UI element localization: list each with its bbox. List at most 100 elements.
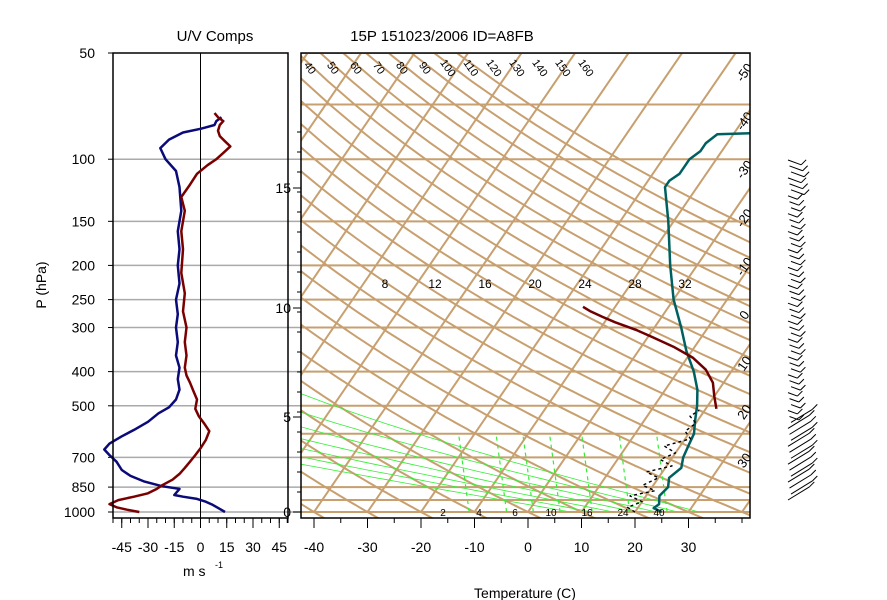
wind-barb-feather <box>800 159 807 166</box>
wind-barb-feather <box>798 378 805 385</box>
wind-barb-shaft <box>787 284 798 290</box>
skewt-xtick-label: 10 <box>574 539 590 555</box>
wind-barb-shaft <box>789 183 803 190</box>
moist-adiabat-label: 12 <box>428 277 442 291</box>
wind-barb-feather <box>802 183 809 190</box>
wind-barb-feather <box>797 372 803 379</box>
isotherm <box>420 53 737 513</box>
skewt-xtick-label: -10 <box>464 539 484 555</box>
uv-ytick-label: 200 <box>72 257 96 273</box>
wind-barb-feather <box>800 384 806 391</box>
wind-barb-feather <box>811 457 818 464</box>
uv-ytick-labels: 50 100 150 200 250 300 400 500 700 850 1000 <box>64 45 95 520</box>
wind-barb-shaft <box>790 480 813 495</box>
isotherm <box>796 53 887 512</box>
wind-barb-feather <box>797 229 803 236</box>
uv-ytick-label: 250 <box>72 292 96 308</box>
dry-adiabat <box>301 244 750 495</box>
wind-barb-feather <box>808 410 815 416</box>
wind-barb-shaft <box>790 278 801 284</box>
moist-adiabat <box>301 393 700 513</box>
mixing-ratio-label: 6 <box>512 508 518 519</box>
wind-barb-shaft <box>790 189 805 196</box>
isotherm <box>0 53 147 512</box>
wind-barb-shaft <box>790 368 801 373</box>
uv-xtick-label: -45 <box>112 539 132 555</box>
isotherm-label: -30 <box>733 157 756 181</box>
wind-barb-shaft <box>789 456 812 471</box>
wind-barb-shaft <box>787 374 798 379</box>
isotherm-label: 30 <box>734 450 755 470</box>
mixing-ratio-label: 4 <box>476 508 482 519</box>
wind-barb-shaft <box>787 213 798 218</box>
dry-adiabat <box>301 194 750 454</box>
wind-barb-feather <box>808 427 815 434</box>
dry-adiabat <box>301 218 750 474</box>
wind-barb-feather <box>810 451 817 458</box>
wind-barb-feather <box>800 205 806 212</box>
isotherm-label: -50 <box>733 60 756 84</box>
mixing-ratio-label: 24 <box>617 508 629 519</box>
wind-barb-feather <box>800 331 806 337</box>
wind-barb-feather <box>797 319 803 325</box>
mixing-ratio-line <box>457 433 470 513</box>
u-component-line <box>103 116 226 514</box>
skewt-xtick-label: 30 <box>681 539 697 555</box>
uv-xticks: -45 -30 -15 0 15 30 45 <box>112 518 289 555</box>
isotherm <box>313 53 630 513</box>
wind-barb-feather <box>800 259 806 266</box>
wind-barb-feather <box>803 171 810 178</box>
wind-barbs <box>787 159 818 501</box>
isotherm <box>634 342 750 513</box>
mixing-ratio-line <box>495 433 508 513</box>
wind-barb-shaft <box>789 219 800 224</box>
wind-barb-feather <box>797 193 803 200</box>
wind-barb-shaft <box>790 243 801 248</box>
uv-ytick-label: 300 <box>72 320 96 336</box>
moist-adiabat <box>301 456 593 513</box>
dry-adiabat-label: 70 <box>370 60 387 77</box>
wind-barb-feather <box>798 253 805 260</box>
uv-xtick-label: -15 <box>164 539 184 555</box>
moist-adiabat <box>301 448 614 513</box>
moist-adiabat <box>301 426 657 513</box>
wind-barb-feather <box>800 402 806 409</box>
wind-barb-feather <box>800 277 806 284</box>
uv-ytick-label: 1000 <box>64 504 95 520</box>
uv-xtick-label: 45 <box>271 539 287 555</box>
isotherm <box>301 53 469 299</box>
wind-barb-feather <box>810 415 817 422</box>
dry-adiabat <box>301 439 435 518</box>
dry-adiabat-label: 90 <box>416 60 433 77</box>
wind-barb-feather <box>800 348 806 355</box>
skewt-height-axis: 0 5 10 15 <box>275 131 301 520</box>
moist-adiabat-label: 24 <box>578 277 592 291</box>
dry-adiabat <box>319 53 750 325</box>
wind-barb-shaft <box>787 177 802 184</box>
wind-barb-feather <box>811 475 818 482</box>
isotherm <box>301 53 523 377</box>
isotherm <box>527 186 750 513</box>
wind-barb-shaft <box>787 231 798 236</box>
wind-barb-shaft <box>789 201 800 206</box>
mixing-ratio-line <box>548 433 561 513</box>
dry-adiabat <box>342 53 750 308</box>
wind-barb-feather <box>798 235 805 242</box>
wind-barb-feather <box>798 342 805 349</box>
wind-barb-shaft <box>789 438 812 453</box>
isotherm-label: 20 <box>734 402 755 422</box>
wind-barb-feather <box>798 360 805 367</box>
dry-adiabat-label: 40 <box>301 60 318 77</box>
isotherm <box>580 264 750 513</box>
wind-barb-shaft <box>790 332 801 337</box>
moist-adiabat-label: 20 <box>528 277 542 291</box>
uv-ytick-label: 850 <box>72 479 96 495</box>
dewpoint-profile <box>626 409 700 513</box>
skewt-moist-lines <box>301 393 700 513</box>
wind-barb-feather <box>797 390 803 397</box>
dry-adiabat <box>301 351 597 518</box>
wind-barb-shaft <box>789 398 800 403</box>
wind-barb-shaft <box>790 171 805 178</box>
wind-barb-feather <box>802 165 809 172</box>
moist-adiabat-label: 8 <box>382 277 389 291</box>
